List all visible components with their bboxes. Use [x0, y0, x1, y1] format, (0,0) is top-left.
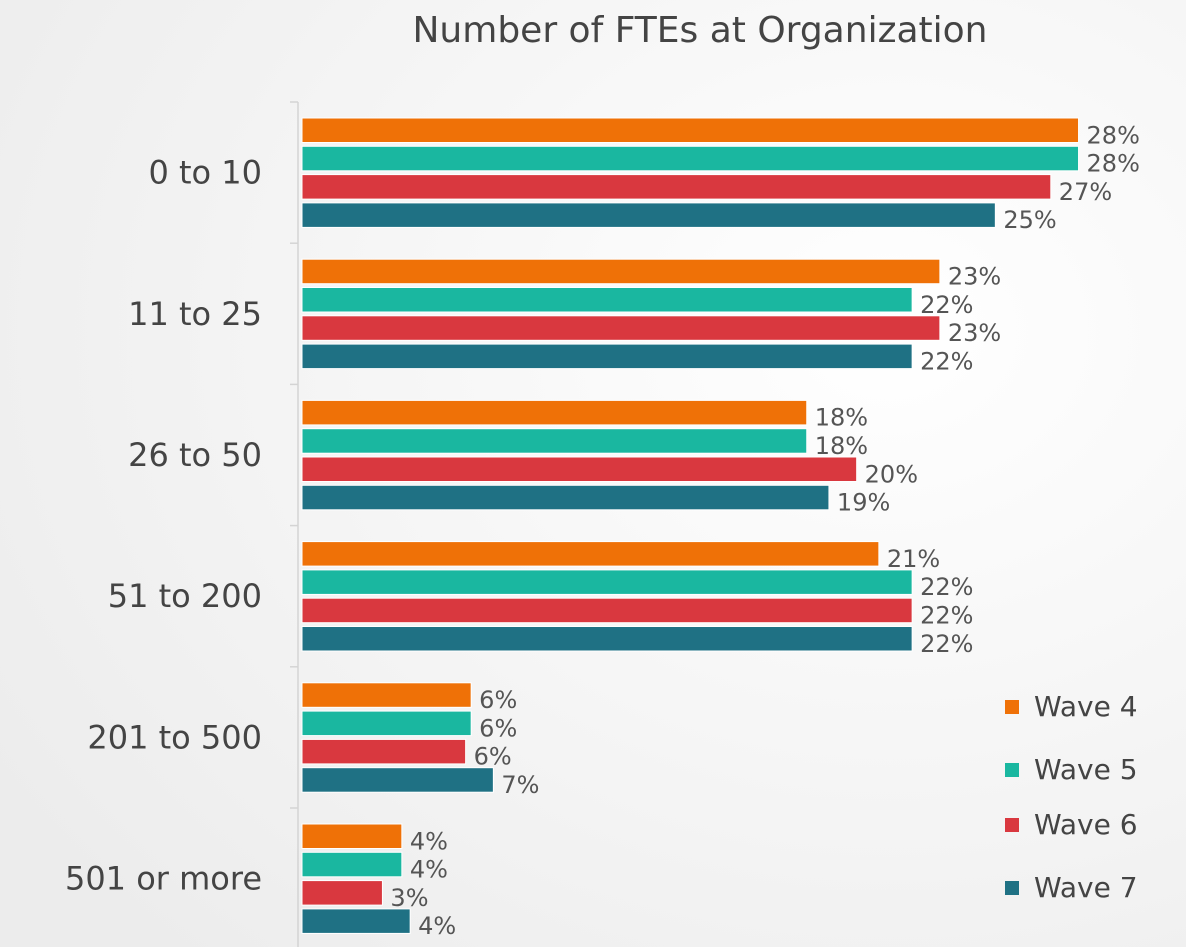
value-label: 18% — [815, 404, 868, 432]
value-label: 22% — [920, 601, 973, 629]
value-label: 4% — [418, 912, 456, 940]
bar — [301, 823, 403, 849]
bar — [301, 456, 858, 482]
value-label: 22% — [920, 573, 973, 601]
value-label: 18% — [815, 432, 868, 460]
legend-label: Wave 6 — [1034, 808, 1138, 841]
value-label: 20% — [865, 460, 918, 488]
value-label: 28% — [1087, 150, 1140, 178]
bar — [301, 710, 472, 737]
bar — [301, 767, 494, 793]
value-label: 21% — [887, 545, 940, 573]
value-label: 25% — [1003, 206, 1056, 234]
value-label: 23% — [948, 262, 1001, 290]
value-label: 3% — [390, 884, 428, 912]
bar — [301, 202, 996, 228]
bar — [301, 174, 1052, 200]
chart-title: Number of FTEs at Organization — [413, 10, 988, 51]
value-label: 22% — [920, 347, 973, 375]
bar — [301, 117, 1080, 143]
bar — [301, 428, 808, 454]
y-tick-label: 51 to 200 — [108, 577, 262, 615]
y-tick-label: 0 to 10 — [148, 154, 262, 192]
value-label: 22% — [920, 630, 973, 658]
legend-swatch — [1005, 700, 1019, 714]
value-label: 28% — [1087, 121, 1140, 149]
bar — [301, 626, 913, 652]
legend-swatch — [1005, 818, 1019, 832]
bar — [301, 343, 913, 370]
y-tick-label: 201 to 500 — [87, 718, 262, 756]
y-tick-label: 501 or more — [65, 860, 262, 898]
bar — [301, 569, 913, 595]
value-label: 22% — [920, 291, 973, 319]
value-label: 4% — [410, 827, 448, 855]
bar — [301, 399, 808, 426]
value-label: 6% — [479, 714, 517, 742]
bar — [301, 682, 472, 708]
bar — [301, 908, 411, 934]
y-tick-label: 26 to 50 — [128, 436, 262, 474]
value-label: 6% — [474, 743, 512, 771]
bar — [301, 880, 383, 906]
value-label: 4% — [410, 856, 448, 884]
value-label: 7% — [501, 771, 539, 799]
bar — [301, 597, 913, 624]
legend-label: Wave 7 — [1034, 871, 1138, 904]
bar — [301, 738, 467, 765]
bar — [301, 484, 830, 511]
value-label: 27% — [1059, 178, 1112, 206]
y-tick-label: 11 to 25 — [128, 295, 262, 333]
legend-label: Wave 5 — [1034, 753, 1138, 786]
bar — [301, 145, 1080, 172]
value-label: 23% — [948, 319, 1001, 347]
legend-swatch — [1005, 881, 1019, 895]
value-label: 6% — [479, 686, 517, 714]
bar — [301, 541, 880, 567]
value-label: 19% — [837, 489, 890, 517]
legend-label: Wave 4 — [1034, 690, 1138, 723]
bar — [301, 315, 941, 341]
bar — [301, 287, 913, 313]
legend-swatch — [1005, 763, 1019, 777]
bar — [301, 258, 941, 285]
bar — [301, 851, 403, 878]
